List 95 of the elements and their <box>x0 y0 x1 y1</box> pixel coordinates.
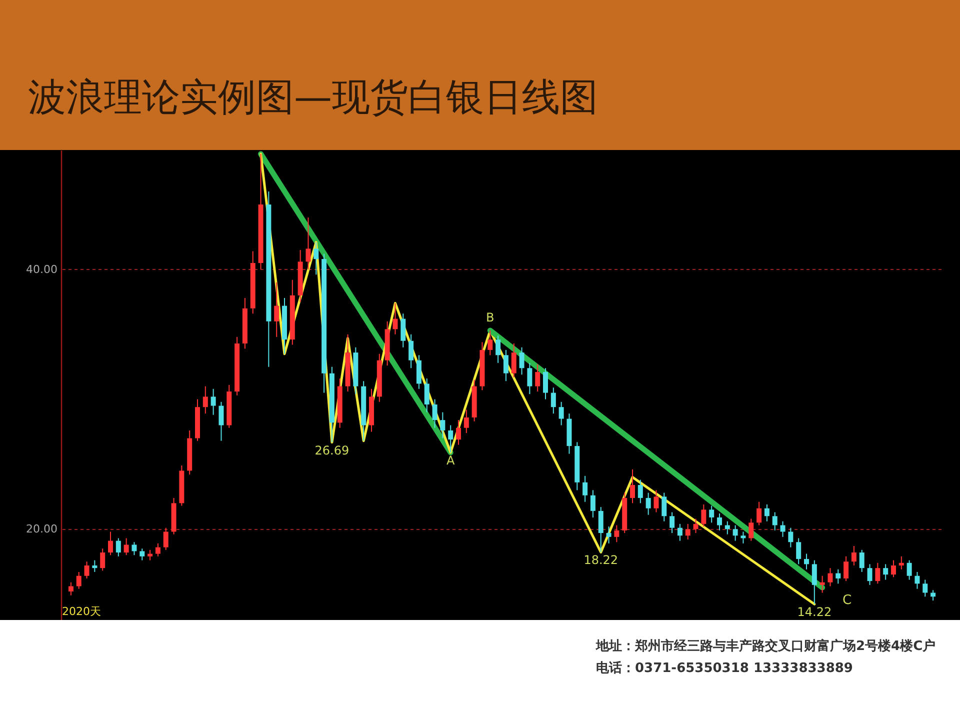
candlestick <box>124 538 129 556</box>
candlestick <box>614 524 620 543</box>
candlestick <box>440 412 446 439</box>
candlestick <box>693 518 698 534</box>
y-tick-label: 40.00 <box>26 262 58 276</box>
candlestick <box>424 378 430 413</box>
candlestick <box>677 523 682 542</box>
candlestick <box>488 330 493 356</box>
candlestick <box>535 364 540 392</box>
candlestick <box>883 564 888 580</box>
candlestick <box>922 579 928 598</box>
candlestick <box>670 512 675 534</box>
text: 电话：0371-65350318 13333833889 <box>596 660 853 676</box>
candlestick <box>148 549 153 561</box>
candlestick <box>756 501 762 526</box>
candlestick <box>92 560 98 572</box>
candlestick <box>590 490 596 518</box>
candlestick <box>859 549 864 572</box>
candlestick <box>898 556 904 570</box>
chart-title: 波浪理论实例图—现货白银日线图 <box>28 75 598 119</box>
candlestick <box>930 590 936 602</box>
candlestick <box>772 512 778 531</box>
candlestick <box>820 575 825 594</box>
candlestick <box>392 302 398 335</box>
annotation: 26.69 <box>314 443 350 458</box>
candlestick <box>543 368 548 400</box>
candlestick <box>464 409 469 434</box>
candlestick <box>638 479 643 504</box>
candlestick <box>511 342 516 378</box>
candlestick <box>662 492 667 522</box>
candlestick <box>812 560 817 605</box>
candlestick <box>748 518 754 542</box>
annotation: B <box>486 310 494 324</box>
candlestick <box>788 527 794 548</box>
candlestick <box>496 335 501 364</box>
candlestick <box>701 504 706 528</box>
annotation: 18.22 <box>584 553 618 568</box>
candlestick <box>891 560 896 578</box>
annotation: A <box>446 454 456 468</box>
candlestick <box>155 542 160 557</box>
candlestick <box>717 513 722 531</box>
candlestick <box>432 398 438 428</box>
candlestick <box>218 401 224 442</box>
candlestick <box>274 282 280 338</box>
candlestick <box>519 346 524 376</box>
candlestick <box>828 568 833 587</box>
candlestick <box>558 401 564 426</box>
candlestick <box>606 526 612 544</box>
candlestick <box>598 506 604 553</box>
annotation: 14.22 <box>797 605 832 620</box>
candlestick <box>456 420 461 446</box>
candlestick <box>68 582 74 596</box>
candlestick <box>914 571 920 590</box>
candlestick <box>732 524 738 542</box>
candlestick <box>503 349 508 382</box>
candlestick <box>875 562 880 584</box>
candlestick <box>764 504 770 522</box>
candlestick <box>630 468 635 504</box>
annotation: 2020天 <box>62 605 101 618</box>
candlestick <box>408 334 414 369</box>
candlestick <box>906 560 912 580</box>
candlestick <box>314 242 319 276</box>
candlestick <box>654 490 659 513</box>
candlestick <box>527 362 532 395</box>
candlestick <box>416 354 422 390</box>
candlestick <box>867 564 872 586</box>
candlestick <box>132 542 137 556</box>
annotation: C <box>842 593 852 608</box>
candlestick <box>740 531 746 544</box>
candlestick <box>210 388 216 416</box>
candlestick <box>400 313 406 348</box>
candlestick <box>76 571 82 590</box>
candlestick <box>108 531 113 556</box>
candlestick <box>100 548 106 572</box>
candlestick <box>724 520 730 535</box>
candlestick <box>780 520 786 538</box>
candlestick <box>202 386 208 414</box>
y-tick-label: 20.00 <box>26 522 58 536</box>
candlestick <box>709 505 714 524</box>
candlestick <box>550 387 556 414</box>
candlestick <box>306 217 311 270</box>
candlestick <box>796 538 802 565</box>
candlestick <box>140 548 145 561</box>
candlestick <box>844 556 849 582</box>
text: 地址：郑州市经三路与丰产路交叉口财富广场2号楼4楼C户 <box>595 638 936 654</box>
candlestick <box>84 561 90 579</box>
candlestick <box>685 523 690 540</box>
candlestick <box>836 568 841 584</box>
candlestick <box>851 545 856 566</box>
candlestick <box>582 475 588 502</box>
candlestick <box>646 492 651 516</box>
candlestick <box>804 553 809 570</box>
candlestick <box>448 424 454 454</box>
candlestick <box>116 538 121 557</box>
candlestick <box>163 527 168 550</box>
